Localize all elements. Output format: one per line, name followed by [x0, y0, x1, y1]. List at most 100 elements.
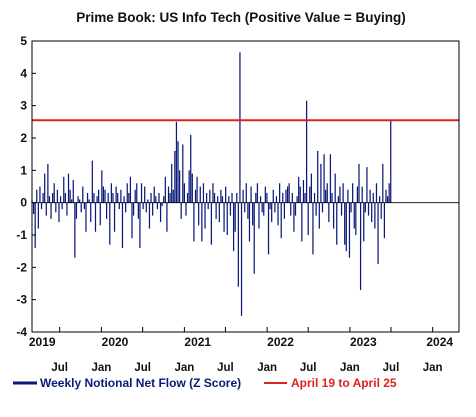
bar — [145, 202, 147, 213]
bar — [261, 202, 263, 213]
bar — [207, 202, 209, 210]
bar — [291, 192, 293, 203]
bar — [315, 202, 317, 216]
bar — [367, 202, 370, 216]
x-tick-label: Jul — [217, 362, 234, 374]
bar — [234, 202, 236, 232]
plot-frame — [31, 40, 460, 333]
bar — [125, 202, 127, 213]
bar — [112, 192, 114, 203]
bar — [226, 202, 228, 235]
bar — [53, 183, 55, 203]
bar — [102, 186, 105, 203]
bar — [42, 192, 44, 203]
bar — [121, 202, 124, 248]
bar — [237, 202, 239, 287]
bar — [298, 176, 300, 203]
bar — [47, 163, 49, 203]
bar — [372, 192, 374, 203]
bar — [109, 202, 111, 245]
bar — [107, 192, 109, 203]
bar — [363, 202, 365, 242]
bar — [137, 202, 139, 219]
bar — [179, 170, 181, 203]
bar — [271, 202, 273, 223]
bar — [131, 202, 133, 239]
bar — [75, 202, 78, 219]
bar — [175, 121, 178, 203]
bar — [209, 189, 211, 203]
y-tick-label: 4 — [20, 66, 27, 80]
bar — [215, 202, 217, 219]
bar — [85, 202, 87, 232]
bar — [356, 186, 359, 203]
bar — [223, 202, 225, 232]
bar — [128, 192, 130, 203]
bar — [385, 189, 387, 203]
bar — [252, 202, 254, 226]
bar — [328, 202, 330, 223]
bar — [172, 189, 174, 203]
bar — [277, 202, 279, 226]
bar — [288, 183, 290, 203]
bar — [136, 183, 138, 203]
bar — [52, 192, 54, 203]
bar — [45, 202, 47, 216]
bar — [239, 52, 241, 203]
bar — [280, 202, 282, 239]
bar — [58, 202, 60, 223]
y-tick-label: -2 — [16, 260, 27, 274]
bar — [202, 183, 205, 203]
bar — [248, 202, 251, 242]
bar — [299, 186, 301, 203]
bar — [88, 199, 90, 203]
bar — [183, 183, 186, 203]
bar — [140, 183, 143, 203]
x-tick-label: Jan — [257, 362, 277, 374]
bar — [339, 186, 341, 203]
x-tick-label: Jan — [340, 362, 360, 374]
y-tick-label: 5 — [20, 34, 27, 48]
bar — [383, 202, 386, 239]
bar — [285, 189, 287, 203]
bar — [79, 199, 81, 203]
bar — [323, 154, 325, 203]
bar — [110, 183, 112, 203]
bar — [293, 202, 295, 232]
bar — [382, 163, 384, 203]
bar — [69, 189, 71, 203]
bar — [59, 196, 62, 203]
bar — [37, 202, 39, 229]
bar — [82, 186, 84, 203]
year-label: 2020 — [102, 335, 129, 349]
bar — [55, 202, 57, 213]
bar — [390, 120, 392, 203]
bar — [61, 202, 63, 210]
bar — [371, 202, 373, 223]
bar — [310, 173, 312, 203]
bar — [379, 196, 381, 203]
bar — [190, 134, 192, 203]
bar — [247, 202, 249, 219]
y-tick-label: -4 — [16, 325, 27, 339]
bar — [34, 202, 36, 248]
bar — [218, 202, 220, 223]
year-label: 2023 — [350, 335, 377, 349]
x-tick-label: Jul — [383, 362, 400, 374]
bar — [329, 154, 332, 203]
year-label: 2024 — [426, 335, 453, 349]
bar — [256, 183, 259, 203]
bar — [147, 199, 149, 203]
bar — [96, 196, 98, 203]
bar — [174, 150, 176, 203]
bar — [83, 202, 85, 210]
bar — [191, 173, 193, 203]
bar — [74, 202, 76, 258]
bar — [318, 202, 320, 229]
bar — [64, 192, 66, 203]
bar — [80, 202, 82, 213]
bar — [205, 192, 208, 203]
bar — [90, 202, 92, 223]
bar — [355, 202, 357, 235]
bar — [253, 202, 255, 274]
